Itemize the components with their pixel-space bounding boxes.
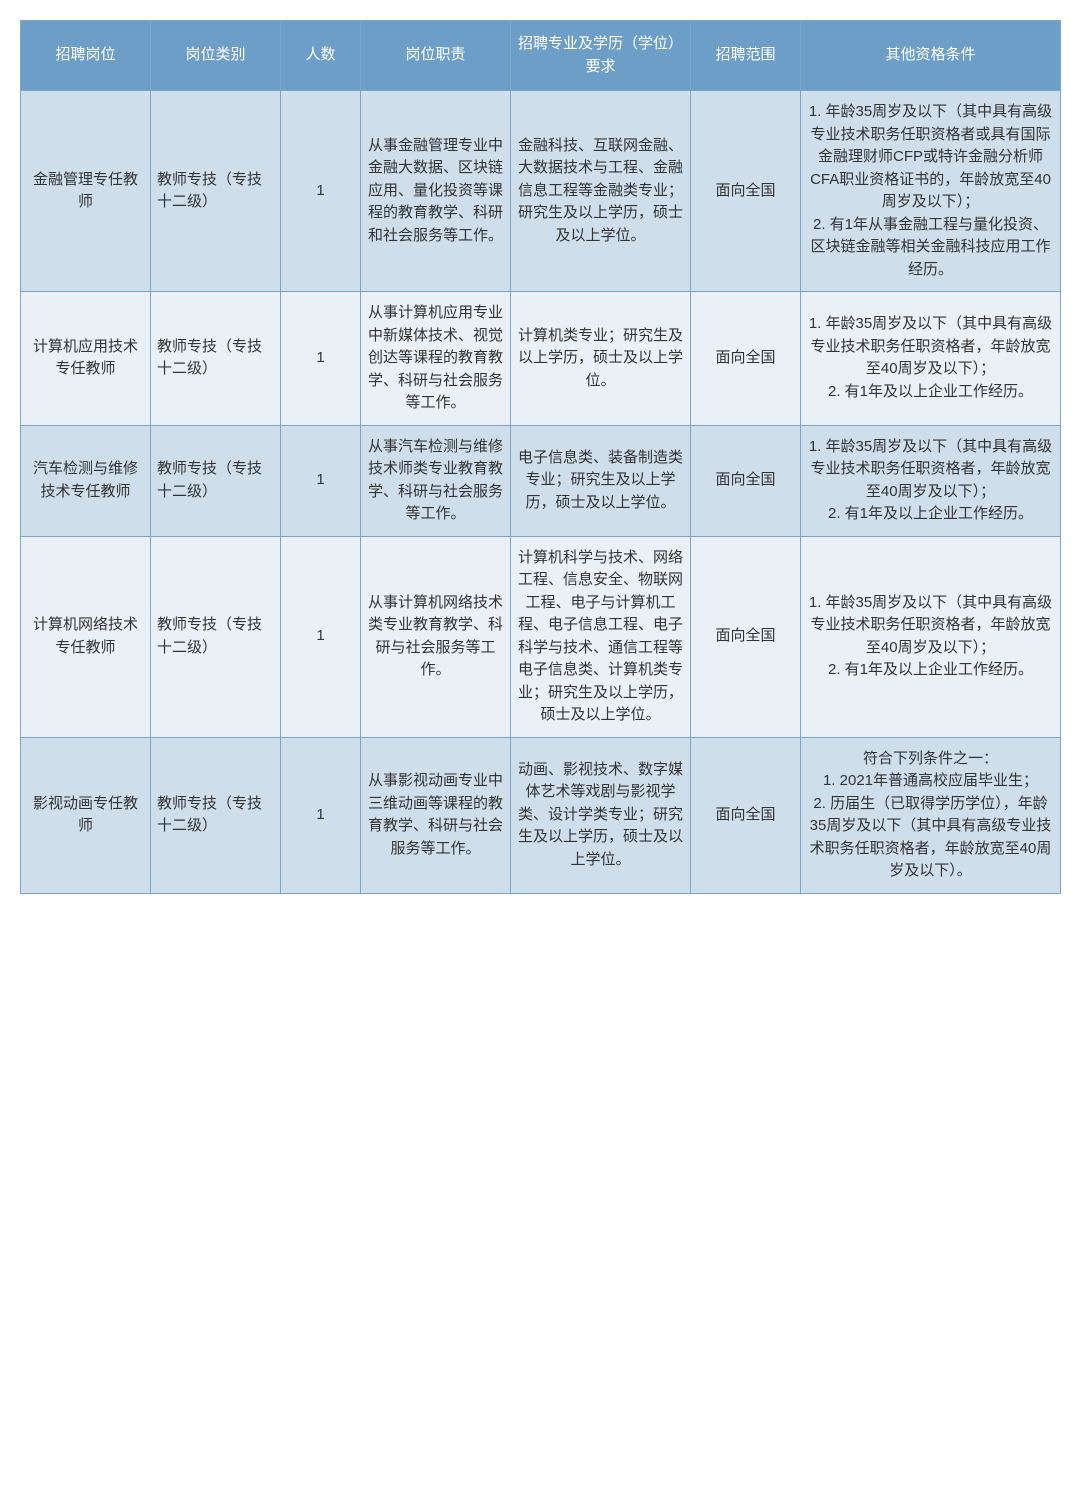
cell-duty: 从事汽车检测与维修技术师类专业教育教学、科研与社会服务等工作。 bbox=[361, 425, 511, 536]
cell-requirement: 电子信息类、装备制造类专业；研究生及以上学历，硕士及以上学位。 bbox=[511, 425, 691, 536]
table-row: 计算机应用技术专任教师教师专技（专技十二级）1从事计算机应用专业中新媒体技术、视… bbox=[21, 292, 1061, 426]
cell-position: 汽车检测与维修技术专任教师 bbox=[21, 425, 151, 536]
col-header-count: 人数 bbox=[281, 21, 361, 91]
cell-position: 影视动画专任教师 bbox=[21, 737, 151, 893]
col-header-scope: 招聘范围 bbox=[691, 21, 801, 91]
cell-position: 计算机网络技术专任教师 bbox=[21, 536, 151, 737]
cell-category: 教师专技（专技十二级） bbox=[151, 425, 281, 536]
col-header-position: 招聘岗位 bbox=[21, 21, 151, 91]
cell-category: 教师专技（专技十二级） bbox=[151, 292, 281, 426]
cell-requirement: 金融科技、互联网金融、大数据技术与工程、金融信息工程等金融类专业；研究生及以上学… bbox=[511, 91, 691, 292]
recruitment-table: 招聘岗位 岗位类别 人数 岗位职责 招聘专业及学历（学位）要求 招聘范围 其他资… bbox=[20, 20, 1061, 894]
cell-count: 1 bbox=[281, 536, 361, 737]
cell-requirement: 动画、影视技术、数字媒体艺术等戏剧与影视学类、设计学类专业；研究生及以上学历，硕… bbox=[511, 737, 691, 893]
cell-count: 1 bbox=[281, 737, 361, 893]
cell-other: 1. 年龄35周岁及以下（其中具有高级专业技术职务任职资格者，年龄放宽至40周岁… bbox=[801, 425, 1061, 536]
table-header-row: 招聘岗位 岗位类别 人数 岗位职责 招聘专业及学历（学位）要求 招聘范围 其他资… bbox=[21, 21, 1061, 91]
cell-other: 1. 年龄35周岁及以下（其中具有高级专业技术职务任职资格者，年龄放宽至40周岁… bbox=[801, 292, 1061, 426]
cell-other: 符合下列条件之一： 1. 2021年普通高校应届毕业生； 2. 历届生（已取得学… bbox=[801, 737, 1061, 893]
table-row: 影视动画专任教师教师专技（专技十二级）1从事影视动画专业中三维动画等课程的教育教… bbox=[21, 737, 1061, 893]
cell-scope: 面向全国 bbox=[691, 536, 801, 737]
cell-scope: 面向全国 bbox=[691, 91, 801, 292]
cell-count: 1 bbox=[281, 91, 361, 292]
cell-requirement: 计算机科学与技术、网络工程、信息安全、物联网工程、电子与计算机工程、电子信息工程… bbox=[511, 536, 691, 737]
cell-position: 金融管理专任教师 bbox=[21, 91, 151, 292]
cell-count: 1 bbox=[281, 425, 361, 536]
cell-scope: 面向全国 bbox=[691, 425, 801, 536]
table-body: 金融管理专任教师教师专技（专技十二级）1从事金融管理专业中金融大数据、区块链应用… bbox=[21, 91, 1061, 894]
cell-duty: 从事计算机应用专业中新媒体技术、视觉创达等课程的教育教学、科研与社会服务等工作。 bbox=[361, 292, 511, 426]
cell-category: 教师专技（专技十二级） bbox=[151, 91, 281, 292]
cell-duty: 从事影视动画专业中三维动画等课程的教育教学、科研与社会服务等工作。 bbox=[361, 737, 511, 893]
cell-scope: 面向全国 bbox=[691, 292, 801, 426]
cell-category: 教师专技（专技十二级） bbox=[151, 536, 281, 737]
cell-scope: 面向全国 bbox=[691, 737, 801, 893]
table-row: 计算机网络技术专任教师教师专技（专技十二级）1从事计算机网络技术类专业教育教学、… bbox=[21, 536, 1061, 737]
col-header-duty: 岗位职责 bbox=[361, 21, 511, 91]
col-header-requirement: 招聘专业及学历（学位）要求 bbox=[511, 21, 691, 91]
cell-position: 计算机应用技术专任教师 bbox=[21, 292, 151, 426]
cell-count: 1 bbox=[281, 292, 361, 426]
cell-duty: 从事金融管理专业中金融大数据、区块链应用、量化投资等课程的教育教学、科研和社会服… bbox=[361, 91, 511, 292]
cell-requirement: 计算机类专业；研究生及以上学历，硕士及以上学位。 bbox=[511, 292, 691, 426]
cell-other: 1. 年龄35周岁及以下（其中具有高级专业技术职务任职资格者或具有国际金融理财师… bbox=[801, 91, 1061, 292]
table-row: 汽车检测与维修技术专任教师教师专技（专技十二级）1从事汽车检测与维修技术师类专业… bbox=[21, 425, 1061, 536]
cell-duty: 从事计算机网络技术类专业教育教学、科研与社会服务等工作。 bbox=[361, 536, 511, 737]
col-header-other: 其他资格条件 bbox=[801, 21, 1061, 91]
table-row: 金融管理专任教师教师专技（专技十二级）1从事金融管理专业中金融大数据、区块链应用… bbox=[21, 91, 1061, 292]
cell-other: 1. 年龄35周岁及以下（其中具有高级专业技术职务任职资格者，年龄放宽至40周岁… bbox=[801, 536, 1061, 737]
col-header-category: 岗位类别 bbox=[151, 21, 281, 91]
cell-category: 教师专技（专技十二级） bbox=[151, 737, 281, 893]
